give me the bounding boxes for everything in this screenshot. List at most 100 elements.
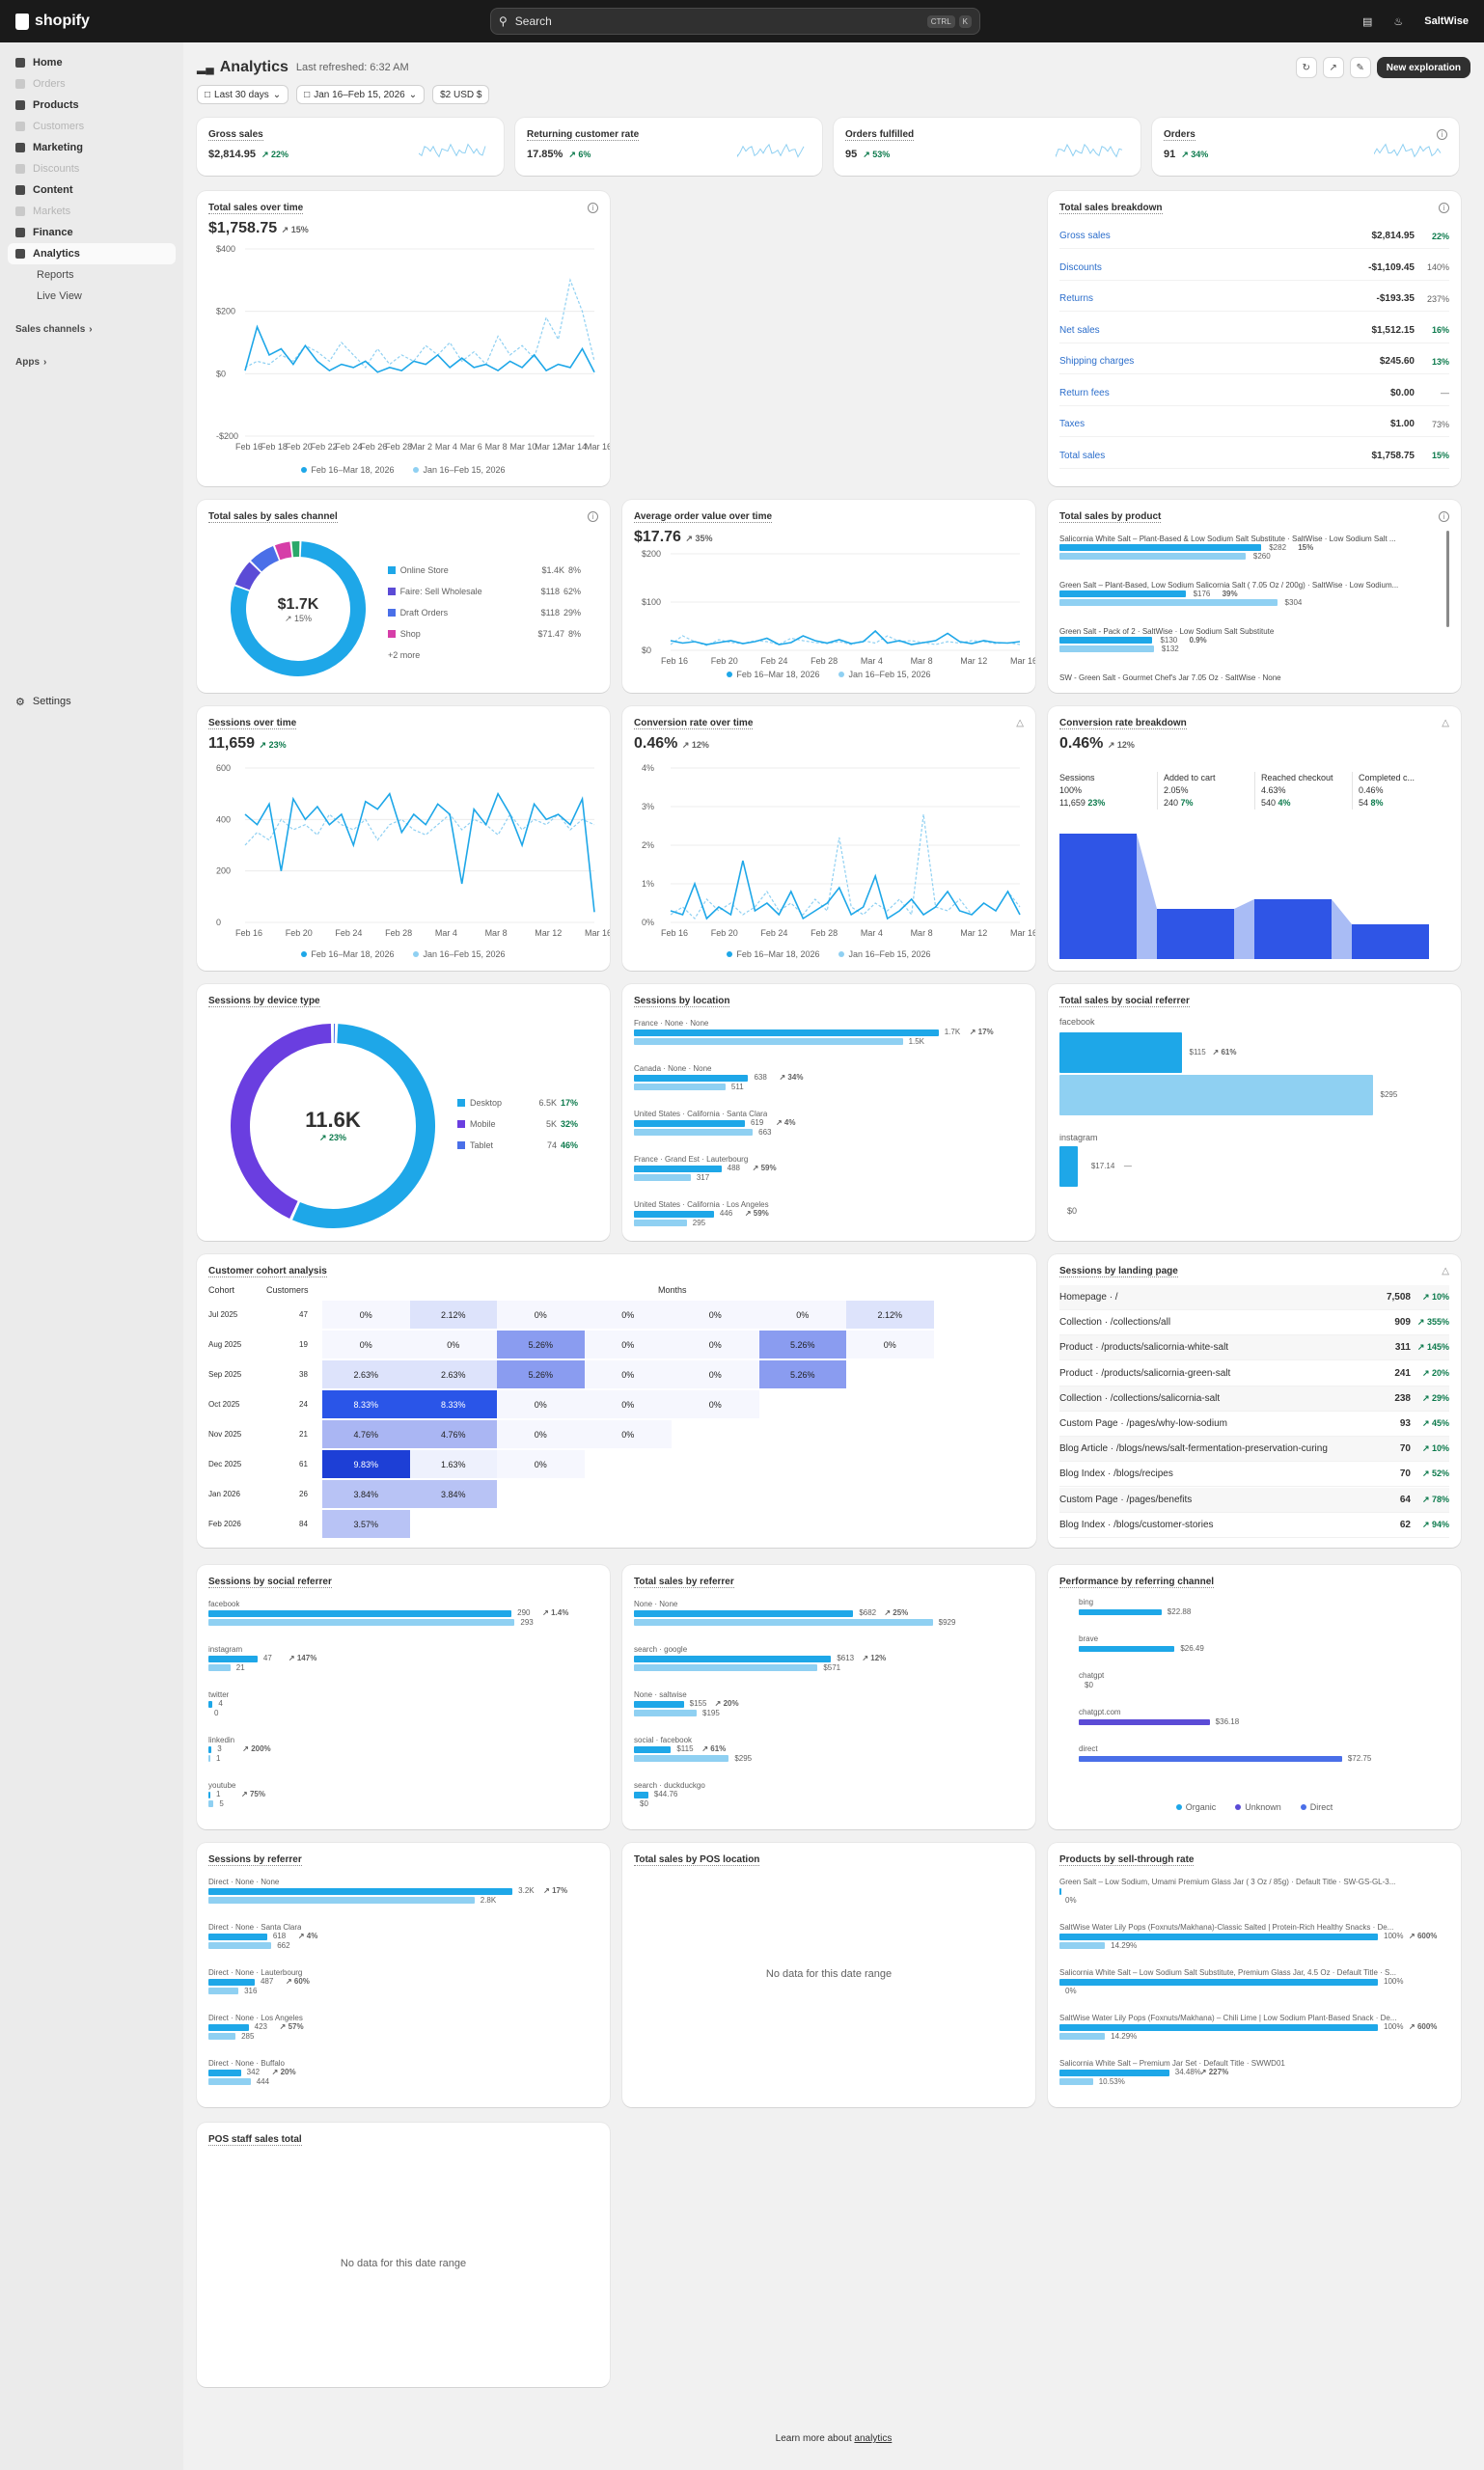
cohort-cell[interactable]: 8.33%: [322, 1390, 410, 1418]
breakdown-label[interactable]: Gross sales: [1059, 231, 1111, 241]
bar-row-label[interactable]: twitter: [208, 1690, 230, 1699]
cohort-cell[interactable]: 0%: [672, 1390, 759, 1418]
sales-by-pos-location-card[interactable]: Total sales by POS location No data for …: [622, 1843, 1035, 2107]
total-sales-over-time-card[interactable]: Total sales over time i $1,758.75 ↗ 15% …: [197, 191, 610, 486]
sidebar-item-products[interactable]: Products: [0, 95, 183, 116]
performance-by-channel-card[interactable]: Performance by referring channel bing $22…: [1048, 1565, 1461, 1829]
landing-row[interactable]: Blog Index · /blogs/recipes 70 ↗ 52%: [1059, 1462, 1449, 1488]
bar-row-label[interactable]: youtube: [208, 1781, 236, 1790]
cohort-cell[interactable]: 4.76%: [322, 1420, 410, 1448]
cohort-cell[interactable]: 0%: [584, 1420, 672, 1448]
shopify-logo[interactable]: shopify: [15, 13, 90, 30]
landing-row[interactable]: Product · /products/salicornia-white-sal…: [1059, 1335, 1449, 1361]
info-icon[interactable]: i: [588, 203, 598, 213]
sessions-by-social-card[interactable]: Sessions by social referrer facebook 290 2…: [197, 1565, 610, 1829]
bar-row-label[interactable]: None · saltwise: [634, 1690, 687, 1699]
cohort-cell[interactable]: 3.57%: [322, 1510, 410, 1538]
date-range-select[interactable]: □ Last 30 days ⌄: [197, 85, 289, 104]
total-sales-breakdown-card[interactable]: Total sales breakdown i Gross sales $2,81…: [1048, 191, 1461, 486]
cohort-cell[interactable]: 0%: [584, 1360, 672, 1388]
bar-row-label[interactable]: Direct · None · Santa Clara: [208, 1923, 302, 1932]
conversion-breakdown-card[interactable]: Conversion rate breakdown △ 0.46% ↗ 12% …: [1048, 706, 1461, 971]
sidebar-item-finance[interactable]: Finance: [0, 222, 183, 243]
cohort-cell[interactable]: 3.84%: [409, 1480, 497, 1508]
cohort-cell[interactable]: 8.33%: [409, 1390, 497, 1418]
kpi-card[interactable]: Gross sales $2,814.95 ↗ 22%: [197, 118, 504, 176]
breakdown-row[interactable]: Gross sales $2,814.95 22%: [1059, 224, 1449, 249]
cohort-cell[interactable]: 0%: [758, 1301, 846, 1329]
kpi-card[interactable]: Returning customer rate 17.85% ↗ 6%: [515, 118, 822, 176]
cohort-cell[interactable]: 2.63%: [322, 1360, 410, 1388]
sidebar-apps[interactable]: Apps ›: [15, 356, 47, 368]
bar-row-label[interactable]: search · duckduckgo: [634, 1781, 705, 1790]
sidebar-sales-channels[interactable]: Sales channels ›: [15, 323, 93, 335]
bar-row-label[interactable]: social · facebook: [634, 1736, 693, 1744]
bar-row-label[interactable]: Salicornia White Salt – Low Sodium Salt …: [1059, 1968, 1397, 1977]
warning-icon[interactable]: △: [1016, 718, 1024, 728]
cohort-cell[interactable]: 0%: [409, 1331, 497, 1358]
info-icon[interactable]: i: [1437, 129, 1447, 140]
breakdown-label[interactable]: Net sales: [1059, 324, 1100, 336]
search-input[interactable]: ⚲ Search CTRL K: [490, 8, 980, 35]
channel-label[interactable]: direct: [1079, 1744, 1098, 1753]
cohort-cell[interactable]: 0%: [322, 1301, 410, 1329]
channel-label[interactable]: bing: [1079, 1598, 1094, 1606]
product-label[interactable]: Green Salt – Plant-Based, Low Sodium Sal…: [1059, 581, 1399, 590]
landing-row[interactable]: Collection · /collections/all 909 ↗ 355%: [1059, 1310, 1449, 1336]
pos-staff-sales-card[interactable]: POS staff sales total No data for this d…: [197, 2123, 610, 2387]
cohort-cell[interactable]: 0%: [497, 1420, 585, 1448]
breakdown-label[interactable]: Total sales: [1059, 450, 1106, 461]
sidebar-item-marketing[interactable]: Marketing: [0, 137, 183, 158]
landing-row[interactable]: Product · /products/salicornia-green-sal…: [1059, 1360, 1449, 1386]
bar-row-label[interactable]: Green Salt – Low Sodium, Umami Premium G…: [1059, 1878, 1396, 1886]
sessions-by-referrer-card[interactable]: Sessions by referrer Direct · None · Non…: [197, 1843, 610, 2107]
bar-row-label[interactable]: United States · California · Santa Clara: [634, 1110, 768, 1118]
sessions-over-time-card[interactable]: Sessions over time 11,659 ↗ 23% 600 400 20…: [197, 706, 610, 971]
cohort-cell[interactable]: 0%: [672, 1360, 759, 1388]
sales-by-referrer-card[interactable]: Total sales by referrer None · None $682 $…: [622, 1565, 1035, 1829]
cohort-cell[interactable]: 0%: [584, 1301, 672, 1329]
channel-label[interactable]: brave: [1079, 1634, 1099, 1643]
bar-row-label[interactable]: United States · California · Los Angeles: [634, 1200, 769, 1209]
landing-row[interactable]: Custom Page · /pages/benefits 64 ↗ 78%: [1059, 1487, 1449, 1513]
product-label[interactable]: SW - Green Salt - Gourmet Chef's Jar 7.0…: [1059, 673, 1281, 682]
product-label[interactable]: Salicornia White Salt – Plant-Based & Lo…: [1059, 535, 1396, 543]
bar-row-label[interactable]: facebook: [208, 1600, 240, 1608]
channel-label[interactable]: chatgpt.com: [1079, 1708, 1121, 1716]
currency-select[interactable]: $2 USD $: [432, 85, 490, 104]
bar-row-label[interactable]: SaltWise Water Lily Pops (Foxnuts/Makhan…: [1059, 2014, 1397, 2022]
breakdown-row[interactable]: Return fees $0.00 —: [1059, 381, 1449, 406]
sidebar-item-content[interactable]: Content: [0, 179, 183, 201]
breakdown-row[interactable]: Returns -$193.35 237%: [1059, 287, 1449, 312]
cohort-cell[interactable]: 2.12%: [409, 1301, 497, 1329]
cohort-cell[interactable]: 0%: [672, 1301, 759, 1329]
kpi-card[interactable]: Orders 91 ↗ 34% i: [1152, 118, 1459, 176]
cohort-cell[interactable]: 0%: [672, 1331, 759, 1358]
breakdown-row[interactable]: Net sales $1,512.15 16%: [1059, 318, 1449, 343]
more-link[interactable]: +2 more: [388, 650, 421, 660]
bar-row-label[interactable]: Direct · None · Buffalo: [208, 2059, 285, 2068]
bar-row-label[interactable]: search · google: [634, 1645, 688, 1654]
sales-by-product-card[interactable]: Total sales by product i Salicornia Whit…: [1048, 500, 1461, 693]
sidebar-item-live-view[interactable]: Live View: [37, 290, 82, 302]
sessions-by-device-card[interactable]: Sessions by device type 11.6K ↗ 23% Desk…: [197, 984, 610, 1241]
cohort-cell[interactable]: 0%: [584, 1390, 672, 1418]
sidebar-item-settings[interactable]: ⚙ Settings: [15, 696, 71, 708]
inbox-icon[interactable]: ▤: [1361, 15, 1373, 28]
store-name[interactable]: SaltWise: [1424, 15, 1469, 27]
bar-row-label[interactable]: None · None: [634, 1600, 678, 1608]
sidebar-item-orders[interactable]: Orders: [0, 73, 183, 95]
cohort-cell[interactable]: 9.83%: [322, 1450, 410, 1478]
analytics-link[interactable]: analytics: [854, 2433, 893, 2444]
warning-icon[interactable]: △: [1442, 718, 1449, 728]
channel-label[interactable]: chatgpt: [1079, 1671, 1105, 1680]
breakdown-row[interactable]: Taxes $1.00 73%: [1059, 412, 1449, 437]
refresh-icon[interactable]: ↻: [1295, 57, 1317, 78]
sidebar-item-customers[interactable]: Customers: [0, 116, 183, 137]
expand-icon[interactable]: ↗: [1322, 57, 1344, 78]
bar-row-label[interactable]: Direct · None · None: [208, 1878, 280, 1886]
cohort-cell[interactable]: 2.63%: [409, 1360, 497, 1388]
breakdown-row[interactable]: Total sales $1,758.75 15%: [1059, 444, 1449, 469]
cohort-cell[interactable]: 5.26%: [497, 1360, 585, 1388]
sidebar-item-discounts[interactable]: Discounts: [0, 158, 183, 179]
